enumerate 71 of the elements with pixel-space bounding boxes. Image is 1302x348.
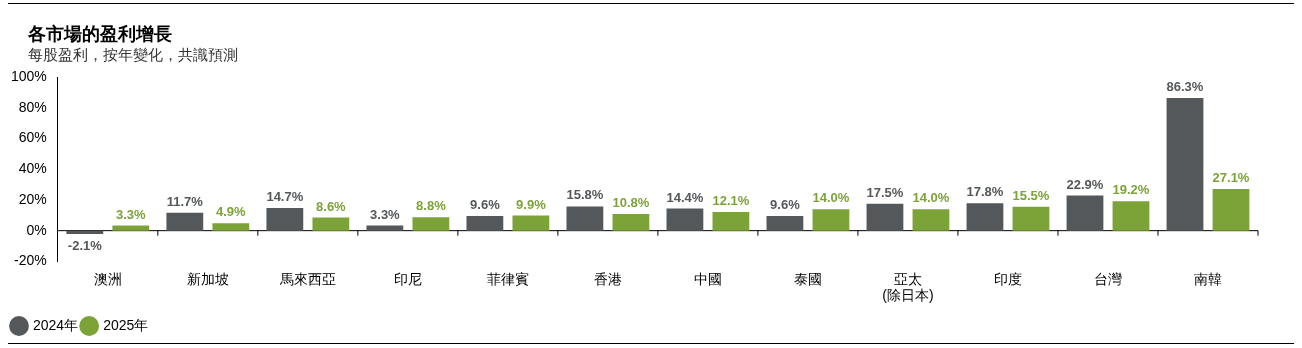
data-label: 14.4% xyxy=(666,189,704,205)
x-tick-label: 澳洲 xyxy=(93,270,122,287)
x-tick-label: 印尼 xyxy=(393,270,422,287)
data-label: 14.0% xyxy=(912,190,950,206)
bar xyxy=(966,203,1004,231)
data-label: 9.6% xyxy=(470,196,501,212)
data-label: 11.7% xyxy=(166,193,204,209)
data-label: 14.7% xyxy=(266,189,304,205)
legend-label: 2025年 xyxy=(103,316,149,333)
data-label: 15.5% xyxy=(1012,187,1050,203)
x-tick-label: 菲律賓 xyxy=(486,270,529,287)
data-label: 17.5% xyxy=(866,184,904,200)
y-tick-label: 60% xyxy=(18,129,47,146)
data-label: 27.1% xyxy=(1212,170,1250,186)
data-label: 8.8% xyxy=(416,198,447,214)
data-label: 9.9% xyxy=(516,196,547,212)
bar xyxy=(712,212,750,231)
x-tick-label: 印度 xyxy=(993,270,1022,287)
bar xyxy=(666,208,704,231)
bar xyxy=(412,217,450,231)
data-label: 15.8% xyxy=(566,187,604,203)
bar xyxy=(1166,98,1204,231)
x-tick-label: 台灣 xyxy=(1093,270,1122,287)
data-label: 3.3% xyxy=(116,206,147,222)
x-tick-label: 南韓 xyxy=(1193,270,1222,287)
data-label: 4.9% xyxy=(216,204,247,220)
bar xyxy=(1066,195,1104,231)
data-label: 9.6% xyxy=(770,196,801,212)
data-label: 10.8% xyxy=(612,195,650,211)
x-tick-label: 香港 xyxy=(593,270,622,287)
x-tick-label: 泰國 xyxy=(793,270,822,287)
bar xyxy=(366,225,404,231)
bar xyxy=(612,214,650,231)
bar xyxy=(1112,201,1150,231)
legend-label: 2024年 xyxy=(33,316,79,333)
y-tick-label: 0% xyxy=(26,221,47,238)
bar xyxy=(466,215,504,231)
chart-subtitle: 每股盈利，按年變化，共識預測 xyxy=(28,46,239,65)
bar xyxy=(866,203,904,231)
bar xyxy=(212,223,250,231)
bar xyxy=(1212,189,1250,231)
bar xyxy=(112,225,150,231)
data-label: -2.1% xyxy=(67,237,103,253)
bar xyxy=(312,217,350,231)
x-tick-label: 中國 xyxy=(693,270,722,287)
data-label: 19.2% xyxy=(1112,182,1150,198)
bar xyxy=(166,212,204,231)
bar xyxy=(566,206,604,231)
y-tick-label: 100% xyxy=(10,67,47,84)
y-tick-label: -20% xyxy=(14,252,47,269)
data-label: 12.1% xyxy=(712,193,750,209)
chart-title: 各市場的盈利增長 xyxy=(28,23,173,46)
data-label: 22.9% xyxy=(1066,176,1104,192)
y-tick-label: 80% xyxy=(18,98,47,115)
bar xyxy=(912,209,950,231)
bar xyxy=(266,208,304,231)
data-label: 3.3% xyxy=(370,206,401,222)
x-tick-label: 馬來西亞 xyxy=(278,270,336,287)
data-label: 86.3% xyxy=(1166,79,1204,95)
x-tick-label: 新加坡 xyxy=(186,270,229,287)
bar xyxy=(66,230,104,234)
bar xyxy=(766,215,804,231)
data-label: 17.8% xyxy=(966,184,1004,200)
x-tick-label: 亞太 (除日本) xyxy=(882,270,934,304)
data-label: 8.6% xyxy=(316,198,347,214)
bar xyxy=(512,215,550,231)
y-tick-label: 40% xyxy=(18,160,47,177)
bar xyxy=(812,209,850,231)
y-tick-label: 20% xyxy=(18,190,47,207)
data-label: 14.0% xyxy=(812,190,850,206)
bar xyxy=(1012,206,1050,231)
